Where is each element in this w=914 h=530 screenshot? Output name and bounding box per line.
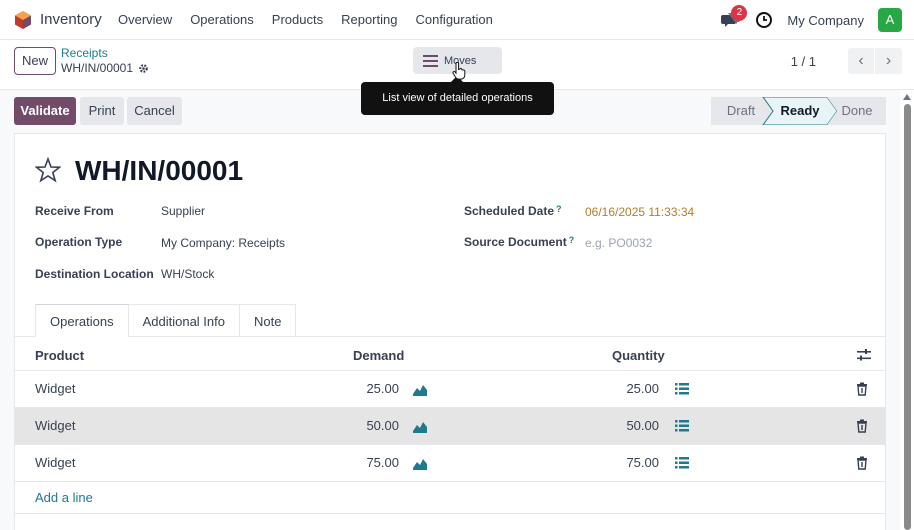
validate-button[interactable]: Validate xyxy=(14,97,76,125)
navbar-systray: 2 My Company A xyxy=(721,5,902,32)
menu-overview[interactable]: Overview xyxy=(118,12,173,27)
chevron-left-icon: ‹ xyxy=(858,52,864,69)
chevron-right-icon: › xyxy=(885,52,892,69)
scrollbar-thumb[interactable] xyxy=(904,104,911,530)
status-arrows xyxy=(711,97,886,125)
row-product[interactable]: Widget xyxy=(35,418,76,433)
forecast-chart-icon[interactable] xyxy=(413,419,427,433)
pager-value[interactable]: 1 / 1 xyxy=(790,54,816,69)
forecast-chart-icon[interactable] xyxy=(413,382,427,396)
destination-label: Destination Location xyxy=(35,267,154,281)
pager-buttons: ‹ › xyxy=(848,48,902,74)
company-switcher[interactable]: My Company xyxy=(787,12,864,28)
star-icon[interactable] xyxy=(35,157,61,183)
user-avatar[interactable]: A xyxy=(878,8,902,32)
inventory-app-icon[interactable] xyxy=(13,10,33,30)
top-navbar: Inventory Overview Operations Products R… xyxy=(0,0,914,40)
chat-badge: 2 xyxy=(731,5,748,21)
optional-columns-icon[interactable] xyxy=(857,348,871,362)
breadcrumb-receipts[interactable]: Receipts xyxy=(61,46,108,60)
forecast-chart-icon[interactable] xyxy=(413,456,427,470)
page-scrollbar[interactable] xyxy=(900,90,914,530)
pager-next-button[interactable]: › xyxy=(875,48,902,74)
form-sheet: WH/IN/00001 Receive From Supplier Operat… xyxy=(14,133,886,530)
gear-icon[interactable] xyxy=(138,63,149,74)
new-button[interactable]: New xyxy=(14,47,56,75)
table-row[interactable]: Widget 50.00 50.00 xyxy=(15,407,885,444)
scheduled-date-field[interactable]: 06/16/2025 11:33:34 xyxy=(585,205,695,219)
row-quantity[interactable]: 75.00 xyxy=(626,455,659,470)
messaging-button[interactable]: 2 xyxy=(721,5,748,30)
receive-from-field[interactable]: Supplier xyxy=(161,204,206,218)
row-divider xyxy=(15,481,885,482)
add-a-line-link[interactable]: Add a line xyxy=(35,490,93,505)
app-name[interactable]: Inventory xyxy=(40,11,102,28)
tab-operations[interactable]: Operations xyxy=(35,304,129,337)
list-icon xyxy=(423,54,438,67)
detailed-operations-icon[interactable] xyxy=(675,382,689,396)
cancel-button[interactable]: Cancel xyxy=(127,97,182,125)
detailed-operations-icon[interactable] xyxy=(675,456,689,470)
source-document-input[interactable]: e.g. PO0032 xyxy=(585,236,653,250)
tab-additional-info[interactable]: Additional Info xyxy=(128,304,240,337)
receive-from-label: Receive From xyxy=(35,204,114,218)
moves-label: Moves xyxy=(444,54,477,67)
destination-field[interactable]: WH/Stock xyxy=(161,267,215,281)
menu-configuration[interactable]: Configuration xyxy=(415,12,493,27)
row-quantity[interactable]: 50.00 xyxy=(626,418,659,433)
status-ready[interactable]: Ready xyxy=(780,103,820,118)
trash-icon[interactable] xyxy=(855,456,869,470)
print-button[interactable]: Print xyxy=(80,97,124,125)
scheduled-date-label: Scheduled Date? xyxy=(464,204,562,218)
column-demand[interactable]: Demand xyxy=(353,348,405,363)
scroll-up-arrow-icon[interactable] xyxy=(903,94,911,100)
help-icon[interactable]: ? xyxy=(556,204,562,214)
record-name: WH/IN/00001 xyxy=(61,61,134,75)
status-bar: Draft Ready Done xyxy=(711,97,886,125)
pager-previous-button[interactable]: ‹ xyxy=(848,48,875,74)
hand-cursor-icon xyxy=(452,62,466,80)
row-quantity[interactable]: 25.00 xyxy=(626,381,659,396)
column-product[interactable]: Product xyxy=(35,348,85,363)
operation-type-label: Operation Type xyxy=(35,235,123,249)
source-document-label: Source Document? xyxy=(464,235,575,249)
tab-note[interactable]: Note xyxy=(240,304,297,337)
detailed-operations-icon[interactable] xyxy=(675,419,689,433)
moves-tooltip: List view of detailed operations xyxy=(361,76,554,115)
trash-icon[interactable] xyxy=(855,419,869,433)
row-demand[interactable]: 50.00 xyxy=(366,418,399,433)
table-bottom-divider xyxy=(15,513,885,514)
trash-icon[interactable] xyxy=(855,382,869,396)
menu-reporting[interactable]: Reporting xyxy=(341,12,398,27)
row-product[interactable]: Widget xyxy=(35,381,76,396)
operation-type-field[interactable]: My Company: Receipts xyxy=(161,236,286,250)
row-product[interactable]: Widget xyxy=(35,455,76,470)
row-demand[interactable]: 25.00 xyxy=(366,381,399,396)
row-demand[interactable]: 75.00 xyxy=(366,455,399,470)
menu-products[interactable]: Products xyxy=(271,12,324,27)
tabs-divider xyxy=(15,336,885,337)
table-row[interactable]: Widget 25.00 25.00 xyxy=(15,370,885,407)
status-draft[interactable]: Draft xyxy=(726,103,756,118)
main-menu: Overview Operations Products Reporting C… xyxy=(118,12,493,27)
breadcrumb-current: WH/IN/00001 xyxy=(61,61,149,75)
help-icon[interactable]: ? xyxy=(568,235,575,245)
table-row[interactable]: Widget 75.00 75.00 xyxy=(15,444,885,481)
clock-icon[interactable] xyxy=(755,11,773,29)
notebook-tabs: Operations Additional Info Note xyxy=(35,304,297,337)
column-quantity[interactable]: Quantity xyxy=(612,348,665,363)
status-done[interactable]: Done xyxy=(841,103,873,118)
record-title: WH/IN/00001 xyxy=(75,155,244,186)
menu-operations[interactable]: Operations xyxy=(190,12,254,27)
